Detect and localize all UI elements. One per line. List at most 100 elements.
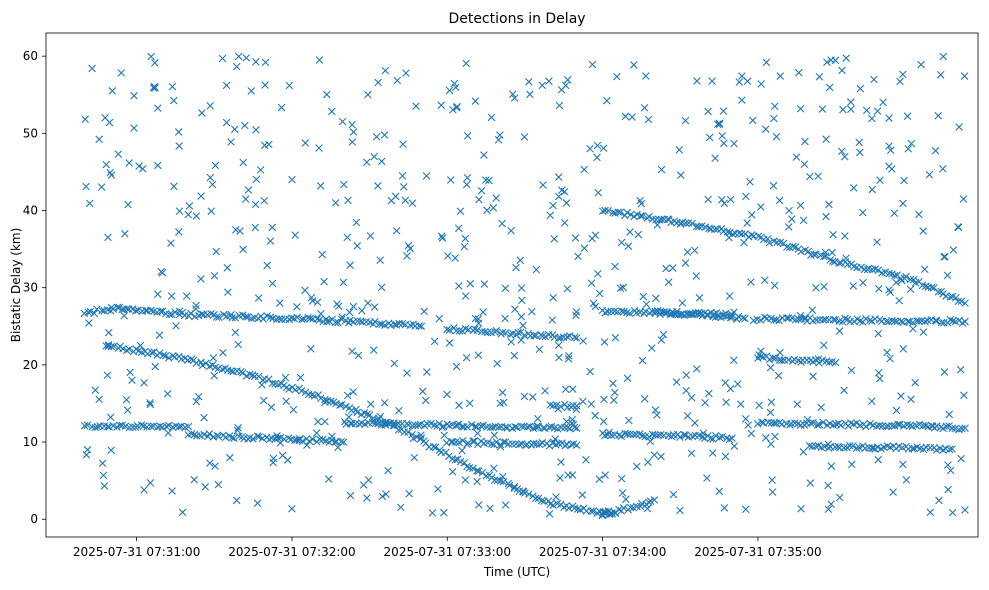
data-point-734: [501, 423, 510, 431]
data-point-358: [648, 215, 657, 223]
y-tick-label-5: 50: [23, 126, 38, 140]
data-point-783: [676, 433, 684, 441]
data-point-1676: [897, 392, 905, 400]
data-point-1302: [369, 417, 378, 425]
data-point-623: [162, 422, 171, 431]
data-point-1183: [633, 462, 641, 471]
data-point-24: [148, 348, 156, 357]
data-point-1591: [653, 221, 662, 229]
data-point-1124: [825, 83, 834, 92]
data-point-448: [927, 283, 936, 292]
data-point-1133: [232, 496, 241, 505]
data-point-1264: [210, 271, 219, 280]
data-point-1336: [772, 132, 781, 141]
data-point-1149: [496, 442, 505, 451]
data-point-1443: [749, 116, 757, 125]
data-point-1122: [295, 434, 304, 443]
data-point-504: [756, 316, 765, 324]
data-point-1083: [755, 351, 763, 359]
data-point-1536: [599, 417, 608, 426]
data-point-1397: [705, 133, 714, 142]
data-point-1064: [463, 173, 472, 182]
data-point-159: [565, 504, 573, 512]
data-point-1672: [580, 165, 589, 174]
data-point-1087: [489, 204, 498, 212]
data-point-1092: [920, 265, 929, 274]
data-point-1058: [172, 322, 180, 330]
data-point-148: [531, 494, 540, 503]
data-point-1446: [328, 432, 336, 441]
data-point-1365: [232, 226, 240, 234]
data-point-1126: [638, 356, 647, 365]
data-point-1585: [623, 374, 632, 383]
data-point-1473: [742, 192, 750, 201]
data-point-1015: [102, 160, 111, 169]
data-point-1393: [624, 242, 633, 250]
data-point-1231: [348, 138, 357, 146]
data-point-1437: [444, 252, 452, 260]
data-point-27: [155, 349, 164, 357]
data-point-641: [214, 432, 223, 441]
data-point-146: [525, 490, 533, 498]
data-point-1464: [824, 505, 833, 514]
data-point-1301: [630, 61, 638, 69]
data-point-890: [508, 440, 517, 448]
data-point-319: [506, 330, 515, 339]
data-point-1492: [265, 140, 273, 149]
data-point-849: [903, 421, 912, 429]
data-point-1692: [899, 199, 907, 208]
data-point-260: [300, 315, 308, 323]
data-point-1094: [919, 328, 928, 336]
data-point-828: [837, 421, 845, 430]
data-point-271: [334, 318, 342, 327]
data-point-1031: [487, 113, 496, 122]
data-point-1666: [445, 86, 454, 95]
data-point-1071: [704, 107, 712, 116]
data-point-598: [83, 421, 92, 429]
data-point-621: [156, 422, 164, 430]
data-point-1103: [471, 97, 480, 105]
data-point-1305: [170, 182, 178, 191]
data-point-1111: [551, 435, 559, 443]
data-point-1050: [569, 385, 577, 393]
data-point-1331: [743, 219, 751, 227]
data-point-1663: [587, 400, 596, 408]
data-point-1354: [510, 94, 519, 102]
data-point-1157: [624, 416, 633, 425]
data-point-1381: [644, 458, 652, 466]
data-point-800: [728, 434, 736, 442]
data-point-411: [812, 250, 820, 259]
y-axis-label: Bistatic Delay (km): [9, 228, 23, 343]
data-point-1130: [251, 223, 260, 232]
data-point-1611: [422, 172, 431, 180]
data-point-1410: [611, 333, 620, 342]
data-point-1260: [289, 405, 298, 414]
data-point-1482: [801, 137, 809, 146]
data-point-56: [246, 370, 254, 379]
data-point-1217: [412, 102, 420, 110]
data-point-1072: [321, 398, 329, 407]
data-point-1686: [451, 83, 460, 92]
data-point-355: [638, 212, 647, 220]
data-point-925: [846, 442, 854, 450]
data-point-1462: [169, 96, 178, 105]
data-point-1619: [796, 104, 805, 113]
data-point-1045: [886, 288, 895, 297]
data-point-1287: [140, 378, 148, 387]
data-point-1186: [474, 351, 483, 359]
data-point-1319: [870, 75, 878, 84]
data-point-1416: [461, 292, 470, 300]
data-point-737: [511, 423, 519, 431]
data-point-1604: [154, 161, 162, 170]
data-point-999: [146, 479, 155, 487]
data-point-1533: [446, 176, 455, 184]
data-point-1368: [757, 347, 765, 355]
data-point-1274: [554, 192, 563, 201]
data-point-1678: [849, 282, 858, 290]
data-point-1168: [380, 398, 389, 407]
data-point-1453: [517, 284, 526, 292]
data-point-1185: [130, 124, 138, 132]
data-point-1113: [803, 415, 812, 424]
data-point-1140: [339, 278, 348, 287]
data-point-555: [915, 317, 923, 325]
